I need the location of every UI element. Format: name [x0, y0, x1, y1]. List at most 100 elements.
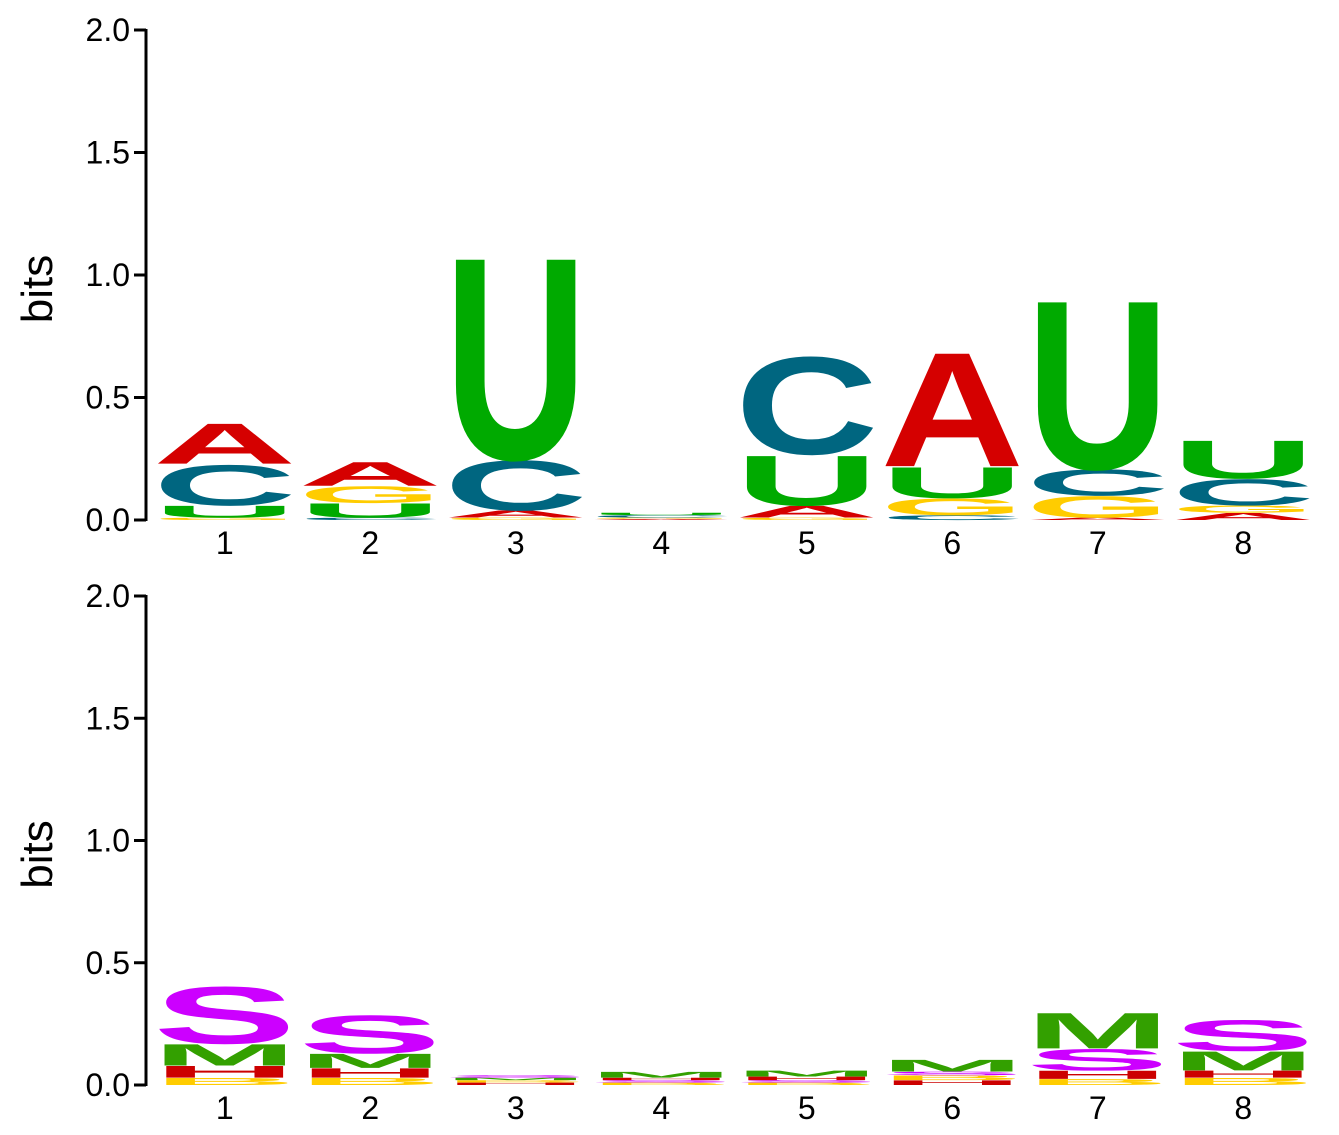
x-tick-label: 4 [652, 525, 670, 561]
logo-letter-C: C [153, 454, 297, 518]
logo-letter-S: S [590, 1079, 733, 1083]
x-tick-label: 6 [943, 1090, 961, 1126]
logo-letter-S: S [153, 970, 296, 1061]
logo-letter-S: S [299, 1004, 442, 1065]
logo-letter-B: B [153, 1076, 296, 1087]
x-tick-label: 8 [1234, 525, 1252, 561]
x-tick-label: 1 [216, 525, 234, 561]
x-tick-label: 5 [798, 525, 816, 561]
logo-letter-A: A [153, 412, 297, 476]
logo-letter-C: C [1172, 472, 1315, 514]
logo-letter-A: A [1172, 511, 1315, 522]
x-tick-label: 8 [1234, 1090, 1252, 1126]
x-tick-label: 4 [652, 1090, 670, 1126]
x-tick-label: 5 [798, 1090, 816, 1126]
logo-letter-A: A [881, 318, 1024, 501]
logo-letter-M: M [1026, 1002, 1169, 1059]
logo-letter-S: S [1026, 1043, 1169, 1077]
logo-letter-C: C [881, 514, 1025, 522]
logo-letter-G: G [444, 517, 587, 521]
y-axis-label: bits [13, 255, 62, 323]
y-tick-label: 0.0 [86, 1067, 130, 1103]
logo-letter-B: B [590, 1082, 733, 1086]
logo-letter-M: M [153, 1038, 296, 1072]
logo-letter-B: B [735, 1082, 878, 1086]
x-tick-label: 3 [507, 1090, 525, 1126]
logo-letter-B: B [299, 1076, 442, 1087]
logo-letter-B: B [444, 1079, 587, 1083]
logo-letter-M: M [590, 1070, 733, 1079]
logo-letter-M: M [444, 1077, 587, 1081]
y-tick-label: 1.0 [86, 823, 130, 859]
logo-letter-C: C [735, 329, 878, 484]
x-tick-label: 2 [361, 1090, 379, 1126]
x-tick-label: 1 [216, 1090, 234, 1126]
logo-letter-B: B [881, 1074, 1025, 1082]
x-tick-label: 7 [1089, 1090, 1107, 1126]
logo-letter-G: G [299, 481, 442, 508]
logo-letter-H: H [881, 1079, 1025, 1087]
logo-letter-H: H [153, 1062, 296, 1081]
logo-letter-S: S [1172, 1011, 1315, 1060]
logo-letter-U: U [1172, 429, 1315, 490]
logo-letter-G: G [590, 517, 733, 519]
logo-letter-U: U [1026, 250, 1170, 520]
logo-letter-G: G [735, 517, 878, 521]
logo-letter-H: H [1172, 1068, 1315, 1079]
logo-letter-B: B [1172, 1076, 1315, 1087]
logo-letter-U: U [590, 512, 733, 516]
x-tick-label: 6 [943, 525, 961, 561]
logo-letter-M: M [735, 1069, 878, 1078]
logo-letter-H: H [299, 1065, 442, 1080]
x-tick-label: 7 [1089, 525, 1107, 561]
logo-letter-M: M [881, 1056, 1024, 1075]
logo-letter-U: U [299, 499, 442, 522]
logo-letter-C: C [1026, 462, 1169, 504]
logo-letter-A: A [735, 502, 878, 521]
y-tick-label: 1.5 [86, 700, 130, 736]
logo-letter-A: A [299, 455, 442, 493]
logo-letter-U: U [735, 441, 878, 521]
logo-letter-S: S [881, 1071, 1025, 1077]
logo-letter-S: S [735, 1079, 878, 1083]
y-tick-label: 1.5 [86, 135, 130, 171]
x-tick-label: 3 [507, 525, 525, 561]
y-tick-label: 2.0 [86, 578, 130, 614]
logo-letter-U: U [153, 502, 296, 521]
logo-letter-G: G [153, 517, 296, 521]
y-axis-label: bits [13, 820, 62, 888]
logo-letter-H: H [590, 1077, 733, 1081]
logo-letter-A: A [590, 518, 733, 520]
logo-letter-C: C [590, 514, 733, 518]
logo-letter-U: U [444, 196, 588, 520]
logo-letter-C: C [299, 517, 442, 521]
y-tick-label: 2.0 [86, 12, 130, 48]
logo-letter-U: U [881, 458, 1024, 507]
logo-letter-M: M [299, 1049, 442, 1072]
y-tick-label: 0.5 [86, 945, 130, 981]
y-tick-label: 1.0 [86, 257, 130, 293]
logo-letter-H: H [1026, 1068, 1170, 1081]
logo-letter-A: A [444, 508, 587, 519]
logo-letter-C: C [444, 446, 587, 526]
logo-letter-S: S [444, 1075, 587, 1079]
logo-letter-B: B [1026, 1077, 1170, 1086]
